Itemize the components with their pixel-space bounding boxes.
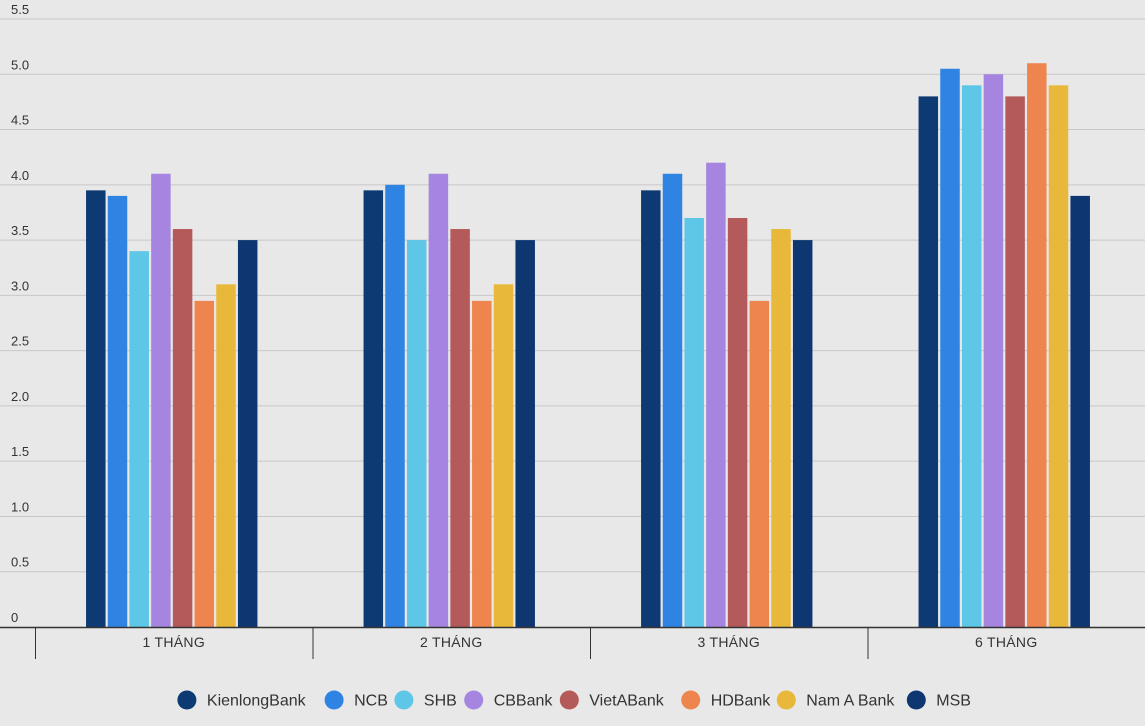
bar	[472, 300, 492, 627]
y-tick-label: 0.5	[11, 555, 29, 570]
y-tick-label: 3.0	[11, 278, 29, 293]
legend-item: MSB	[906, 690, 971, 710]
legend-swatch	[464, 690, 484, 710]
bar	[771, 229, 791, 627]
y-tick-layer: 0 0.5 1.0 1.5 2.0 2.5 3.0 3.5 4.0 4.5 5.0 5.5	[11, 2, 29, 625]
bar	[385, 184, 405, 627]
legend-item: HDBank	[681, 690, 772, 710]
legend-swatch	[177, 690, 197, 710]
bar	[792, 240, 813, 627]
legend-label: KienlongBank	[207, 693, 307, 710]
y-tick-label: 4.5	[11, 113, 29, 128]
y-tick-label: 5.0	[11, 57, 29, 72]
bar	[151, 173, 171, 627]
bar	[749, 300, 770, 627]
legend-item: VietABank	[559, 690, 665, 710]
bar	[107, 195, 128, 627]
y-tick-label: 1.0	[11, 499, 29, 514]
y-tick-label: 1.5	[11, 444, 29, 459]
bar	[983, 74, 1004, 628]
bar	[515, 240, 535, 627]
bar	[1005, 96, 1025, 627]
legend-swatch	[394, 690, 414, 710]
bar	[237, 240, 258, 627]
legend-label: SHB	[424, 693, 457, 710]
bar	[1048, 85, 1069, 627]
legend-item: KienlongBank	[177, 690, 307, 710]
legend-swatch	[324, 690, 344, 710]
bar	[961, 85, 982, 627]
bar	[641, 190, 661, 627]
y-tick-label: 5.5	[11, 2, 29, 17]
legend-item: CBBank	[464, 690, 554, 710]
bar	[194, 300, 215, 627]
bar	[406, 240, 427, 627]
bar	[450, 229, 470, 627]
bar	[662, 173, 683, 627]
category-label: 6 THÁNG	[975, 634, 1038, 650]
axis-layer	[0, 626, 1145, 659]
category-label: 3 THÁNG	[697, 634, 760, 650]
legend-label: MSB	[936, 693, 971, 710]
y-tick-label: 4.0	[11, 168, 29, 183]
bar-layer	[86, 63, 1090, 628]
bar	[1027, 63, 1047, 627]
category-label: 2 THÁNG	[420, 634, 483, 650]
legend-item: NCB	[324, 690, 388, 710]
bar	[216, 284, 236, 627]
y-tick-label: 2.0	[11, 389, 29, 404]
bar	[684, 217, 704, 627]
legend-label: HDBank	[711, 693, 772, 710]
bar	[727, 217, 748, 627]
category-layer: 1 THÁNG 2 THÁNG 3 THÁNG 6 THÁNG	[142, 634, 1037, 650]
legend-swatch	[906, 690, 926, 710]
bar	[940, 68, 960, 627]
bar	[706, 162, 726, 627]
bar	[363, 190, 384, 627]
legend-swatch	[681, 690, 701, 710]
bar	[1070, 195, 1090, 627]
legend-label: VietABank	[589, 693, 664, 710]
category-label: 1 THÁNG	[142, 634, 205, 650]
legend-label: CBBank	[494, 693, 554, 710]
bar	[129, 251, 149, 628]
legend-item: SHB	[394, 690, 457, 710]
legend-swatch	[559, 690, 579, 710]
legend-label: NCB	[354, 693, 388, 710]
legend-swatch	[776, 690, 796, 710]
y-tick-label: 2.5	[11, 334, 29, 349]
bar	[172, 229, 193, 627]
bar	[493, 284, 514, 627]
bar	[428, 173, 449, 627]
legend-label: Nam A Bank	[806, 693, 895, 710]
y-tick-label: 0	[11, 610, 18, 625]
legend: KienlongBank NCB SHB CBBank VietABank HDBank N…	[177, 690, 971, 710]
bar	[86, 190, 106, 627]
bar	[918, 96, 939, 627]
legend-item: Nam A Bank	[776, 690, 895, 710]
y-tick-label: 3.5	[11, 223, 29, 238]
